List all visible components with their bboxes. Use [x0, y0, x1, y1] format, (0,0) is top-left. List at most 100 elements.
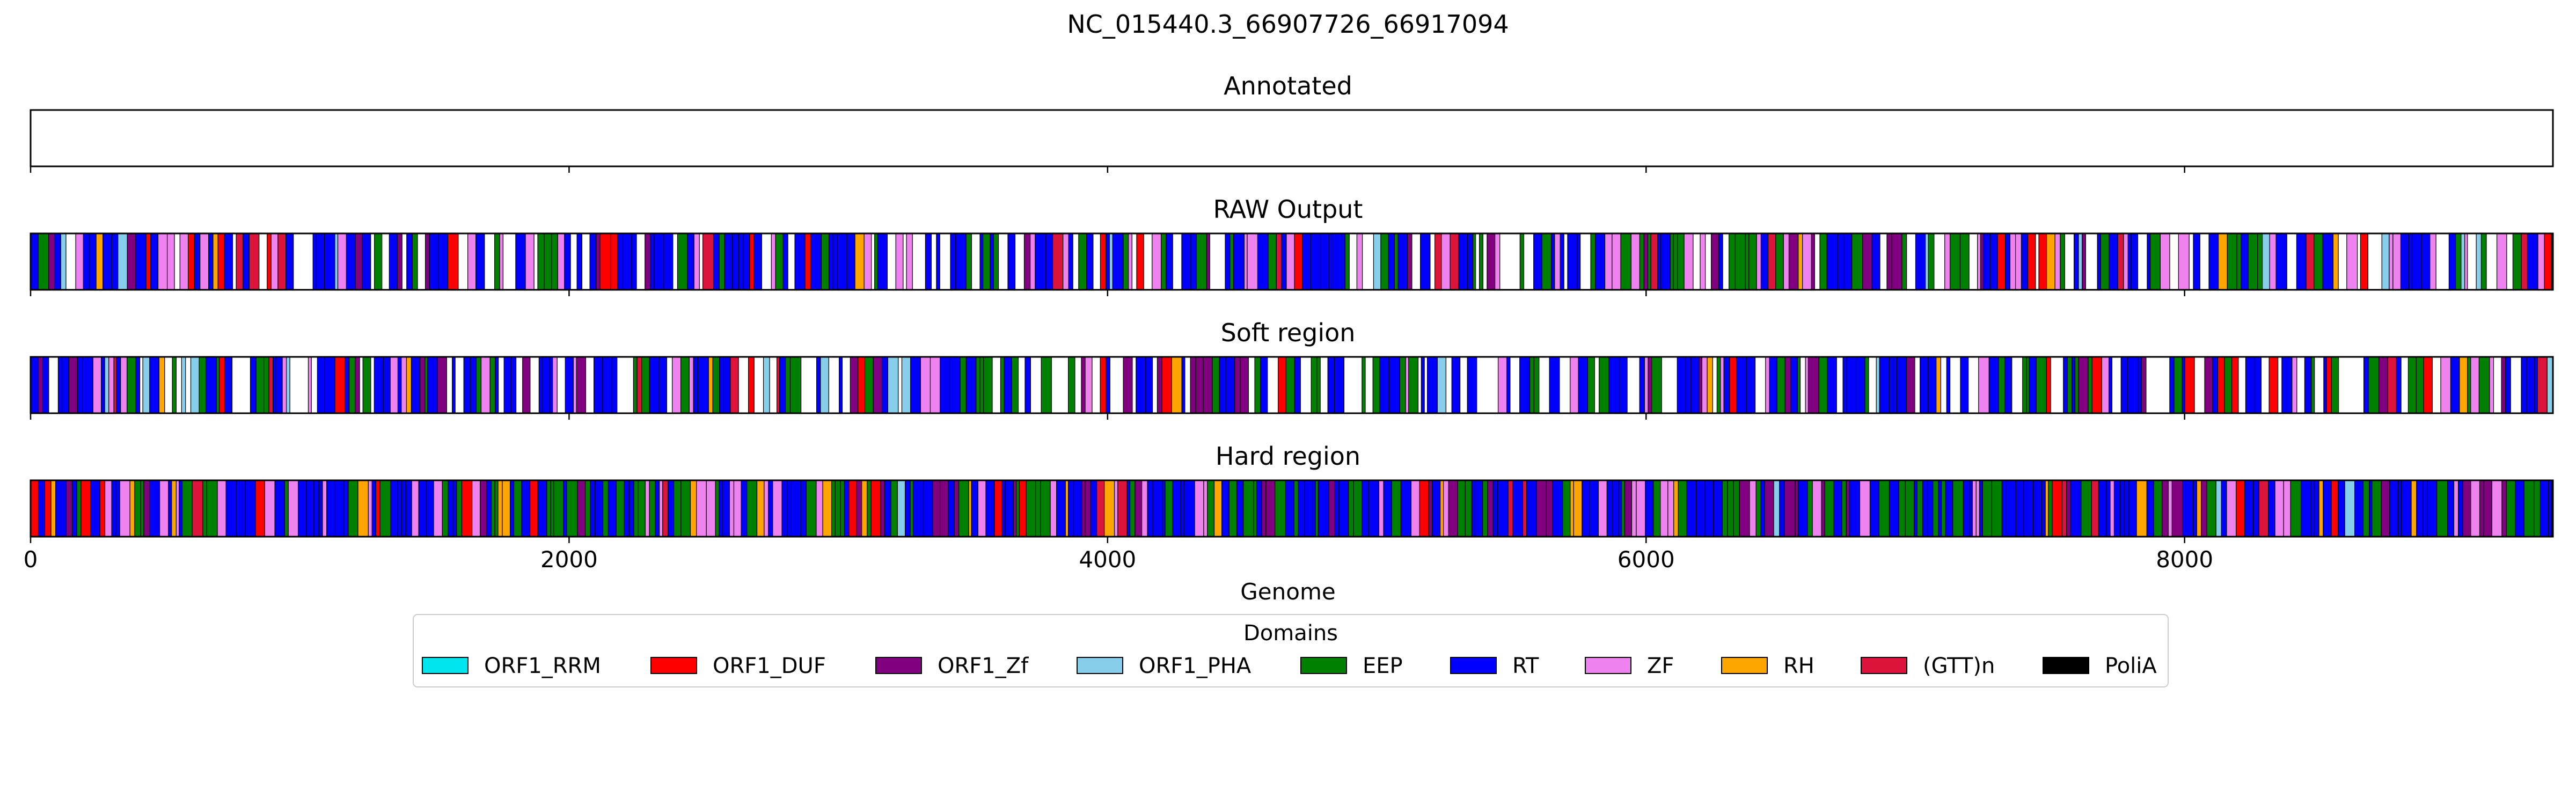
domain-segment: [1254, 356, 1261, 414]
domain-segment: [977, 480, 986, 537]
domain-segment: [55, 480, 67, 537]
domain-segment: [1824, 480, 1834, 537]
domain-segment: [2476, 233, 2482, 290]
domain-segment: [2244, 480, 2254, 537]
domain-segment: [771, 233, 776, 290]
domain-segment: [1595, 233, 1606, 290]
domain-segment: [1397, 233, 1408, 290]
domain-segment: [2411, 233, 2422, 290]
domain-segment: [1567, 233, 1578, 290]
domain-segment: [1749, 480, 1757, 537]
domain-segment: [1989, 233, 1998, 290]
domain-segment: [971, 480, 978, 537]
domain-segment: [480, 356, 491, 414]
domain-segment: [2300, 480, 2311, 537]
domain-segment: [1713, 480, 1723, 537]
domain-segment: [2074, 233, 2079, 290]
domain-segment: [1471, 480, 1475, 537]
domain-segment: [1846, 480, 1850, 537]
domain-segment: [1162, 480, 1166, 537]
domain-segment: [702, 233, 714, 290]
domain-segment: [76, 480, 82, 537]
domain-segment: [1927, 480, 1934, 537]
domain-segment: [264, 480, 275, 537]
domain-segment: [1549, 356, 1560, 414]
domain-segment: [2369, 480, 2373, 537]
domain-segment: [764, 480, 769, 537]
domain-segment: [1136, 356, 1146, 414]
domain-segment: [1234, 356, 1241, 414]
domain-segment: [1368, 480, 1379, 537]
domain-segment: [1604, 233, 1613, 290]
domain-segment: [2479, 480, 2484, 537]
domain-segment: [1181, 233, 1191, 290]
domain-segment: [1278, 356, 1287, 414]
domain-segment: [1443, 480, 1449, 537]
domain-segment: [1104, 480, 1115, 537]
domain-segment: [2131, 233, 2139, 290]
domain-segment: [2248, 233, 2258, 290]
domain-segment: [2153, 480, 2163, 537]
domain-segment: [1165, 480, 1173, 537]
domain-segment: [2091, 356, 2102, 414]
domain-segment: [1261, 480, 1267, 537]
domain-segment: [175, 480, 180, 537]
domain-segment: [2150, 233, 2161, 290]
domain-segment: [2381, 233, 2390, 290]
domain-segment: [2470, 480, 2480, 537]
domain-segment: [1578, 356, 1588, 414]
domain-segment: [2162, 480, 2169, 537]
domain-segment: [1304, 480, 1313, 537]
domain-segment: [157, 233, 168, 290]
domain-segment: [1474, 480, 1483, 537]
domain-segment: [1856, 356, 1865, 414]
domain-segment: [1843, 233, 1853, 290]
domain-segment: [749, 233, 755, 290]
domain-segment: [463, 356, 471, 414]
domain-segment: [181, 356, 186, 414]
domain-segment: [668, 480, 675, 537]
domain-segment: [168, 480, 172, 537]
domain-segment: [2257, 233, 2263, 290]
domain-segment: [2127, 233, 2132, 290]
domain-segment: [2489, 356, 2494, 414]
domain-segment: [1944, 233, 1951, 290]
domain-segment: [732, 233, 740, 290]
domain-segment: [2041, 480, 2046, 537]
domain-segment: [2184, 356, 2195, 414]
domain-segment: [2512, 233, 2522, 290]
domain-segment: [2496, 233, 2507, 290]
domain-segment: [747, 480, 758, 537]
domain-segment: [371, 480, 377, 537]
domain-segment: [298, 480, 307, 537]
domain-segment: [111, 233, 119, 290]
domain-segment: [2046, 356, 2051, 414]
domain-segment: [206, 480, 218, 537]
domain-segment: [1639, 233, 1645, 290]
domain-segment: [1190, 233, 1197, 290]
domain-segment: [828, 233, 833, 290]
domain-segment: [1560, 233, 1564, 290]
domain-segment: [346, 233, 356, 290]
domain-segment: [820, 356, 829, 414]
domain-segment: [854, 233, 865, 290]
domain-segment: [1383, 480, 1392, 537]
domain-segment: [2081, 480, 2092, 537]
domain-segment: [1268, 233, 1277, 290]
x-axis-label: Genome: [1240, 579, 1335, 605]
domain-segment: [1225, 233, 1231, 290]
domain-segment: [1081, 356, 1086, 414]
domain-segment: [1723, 356, 1730, 414]
domain-segment: [1286, 233, 1295, 290]
domain-segment: [982, 233, 991, 290]
domain-segment: [2215, 480, 2222, 537]
domain-segment: [905, 480, 911, 537]
domain-segment: [1030, 233, 1036, 290]
domain-segment: [610, 233, 618, 290]
domain-segment: [1432, 480, 1441, 537]
domain-segment: [2344, 480, 2355, 537]
domain-segment: [1818, 356, 1828, 414]
domain-segment: [236, 233, 244, 290]
domain-segment: [92, 356, 102, 414]
domain-segment: [2231, 356, 2239, 414]
